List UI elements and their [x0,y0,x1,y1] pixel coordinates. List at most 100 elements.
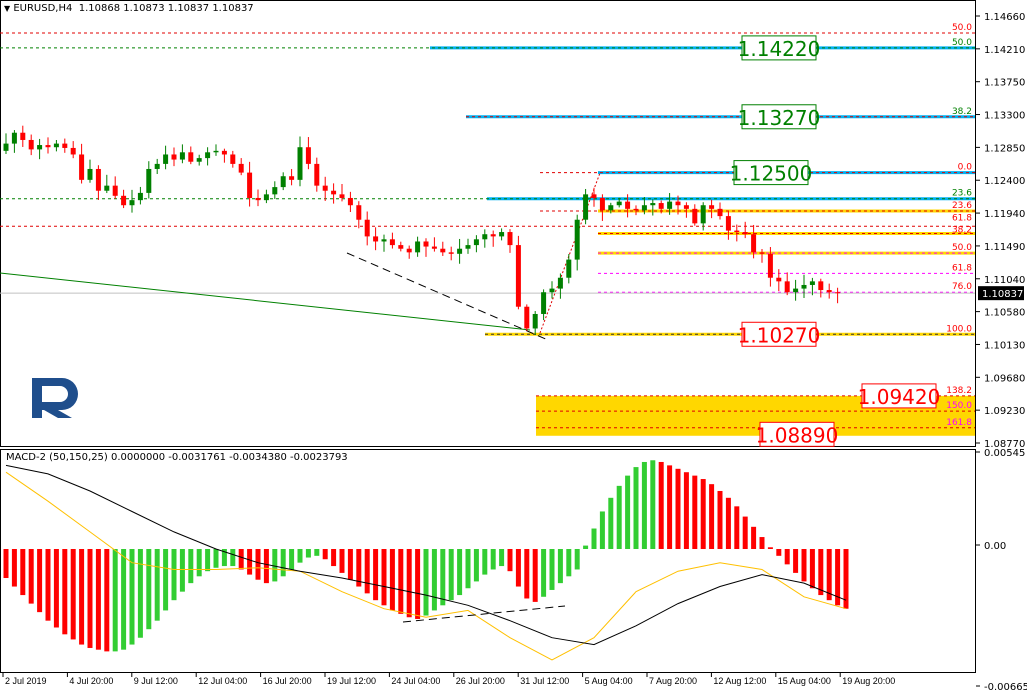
bull-candle [499,232,505,237]
macd-histogram-bar [87,549,93,648]
bear-candle [339,194,345,198]
price-label-box [861,383,937,409]
bear-candle [331,190,337,195]
bear-candle [431,246,437,249]
macd-histogram-bar [20,549,26,596]
bear-candle [255,197,261,201]
macd-histogram-bar [53,549,59,628]
roboforex-logo-icon [32,378,78,418]
macd-histogram-bar [230,549,236,567]
macd-histogram-bar [112,549,118,652]
bull-candle [532,313,538,329]
bull-candle [196,158,202,162]
bull-candle [154,163,160,169]
macd-histogram-bar [137,549,143,638]
bull-candle [146,168,152,193]
triangle-down-icon[interactable]: ▼ [4,4,11,13]
macd-histogram-bar [3,549,9,579]
macd-histogram-bar [549,549,555,590]
symbol-label: EURUSD,H4 [13,3,73,14]
macd-histogram-bar [616,485,622,549]
macd-histogram-bar [238,549,244,570]
macd-y-tick-label: 0.00 [984,541,1006,552]
fib-level-label: 0.0 [958,163,973,173]
macd-histogram-bar [289,549,295,570]
x-tick-label: 4 Jul 20:00 [69,676,113,686]
macd-pane-border [0,449,976,673]
macd-histogram-bar [381,549,387,606]
current-price-box [978,286,1024,301]
y-tick-label: 1.10130 [984,340,1025,351]
macd-histogram-bar [557,549,563,584]
bull-candle [3,143,9,151]
chart-title: ▼ EURUSD,H4 1.10868 1.10873 1.10837 1.10… [4,3,254,14]
macd-histogram-bar [37,549,43,613]
macd-histogram-bar [389,549,395,611]
macd-histogram-bar [734,506,740,549]
x-tick-label: 7 Aug 20:00 [649,676,697,686]
macd-histogram-bar [473,549,479,582]
bull-candle [549,288,555,293]
bull-candle [700,205,706,224]
bull-candle [205,152,211,159]
bear-candle [717,208,723,217]
bear-candle [835,292,841,294]
bear-candle [490,234,496,237]
bear-candle [247,172,253,198]
fib-level-label: 138.2 [946,386,972,396]
bear-candle [305,147,311,164]
bear-candle [95,168,101,191]
macd-histogram-bar [70,549,76,640]
macd-histogram-bar [423,549,429,616]
macd-histogram-bar [767,547,773,549]
macd-histogram-bar [171,549,177,601]
macd-histogram-bar [448,549,454,601]
x-tick-label: 16 Jul 20:00 [263,676,312,686]
price-label-box [741,321,817,347]
macd-histogram-bar [751,526,757,549]
macd-histogram-bar [809,549,815,589]
macd-histogram-bar [608,497,614,549]
bear-candle [356,205,362,220]
bull-candle [163,154,169,164]
bear-candle [784,281,790,293]
x-tick-label: 19 Aug 20:00 [842,676,895,686]
macd-histogram-bar [801,549,807,582]
macd-histogram-bar [322,549,328,560]
y-tick-label: 1.11490 [984,242,1025,253]
macd-histogram-bar [314,549,320,556]
macd-histogram-bar [415,549,421,619]
x-tick-label: 5 Aug 04:00 [585,676,633,686]
y-tick-label: 1.11040 [984,275,1025,286]
trend-line [0,272,531,331]
ohlc-values: 1.10868 1.10873 1.10837 1.10837 [78,3,254,14]
price-label-box [741,35,817,61]
bull-candle [381,239,387,242]
macd-histogram-bar [331,549,337,567]
macd-histogram-bar [599,511,605,549]
macd-histogram-bar [692,475,698,549]
fib-level-label: 50.0 [952,38,972,48]
macd-histogram-bar [717,490,723,549]
bear-candle [20,132,26,140]
bear-candle [742,232,748,235]
fib-level-label: 38.2 [952,107,972,117]
bear-candle [238,163,244,173]
bear-candle [633,208,639,211]
bear-candle [45,145,51,148]
main-pane-border [0,0,976,447]
bull-candle [129,200,135,206]
fib-level-label: 100.0 [946,324,972,334]
macd-histogram-bar [205,549,211,572]
y-tick-label: 1.12850 [984,143,1025,154]
macd-histogram-bar [784,549,790,565]
price-label: 1.12500 [730,162,813,186]
bear-candle [373,236,379,242]
macd-histogram-bar [347,549,353,580]
x-tick-label: 12 Aug 12:00 [713,676,766,686]
macd-histogram-bar [154,549,160,621]
macd-histogram-bar [129,549,135,645]
macd-histogram-bar [776,549,782,556]
bull-candle [11,132,17,144]
